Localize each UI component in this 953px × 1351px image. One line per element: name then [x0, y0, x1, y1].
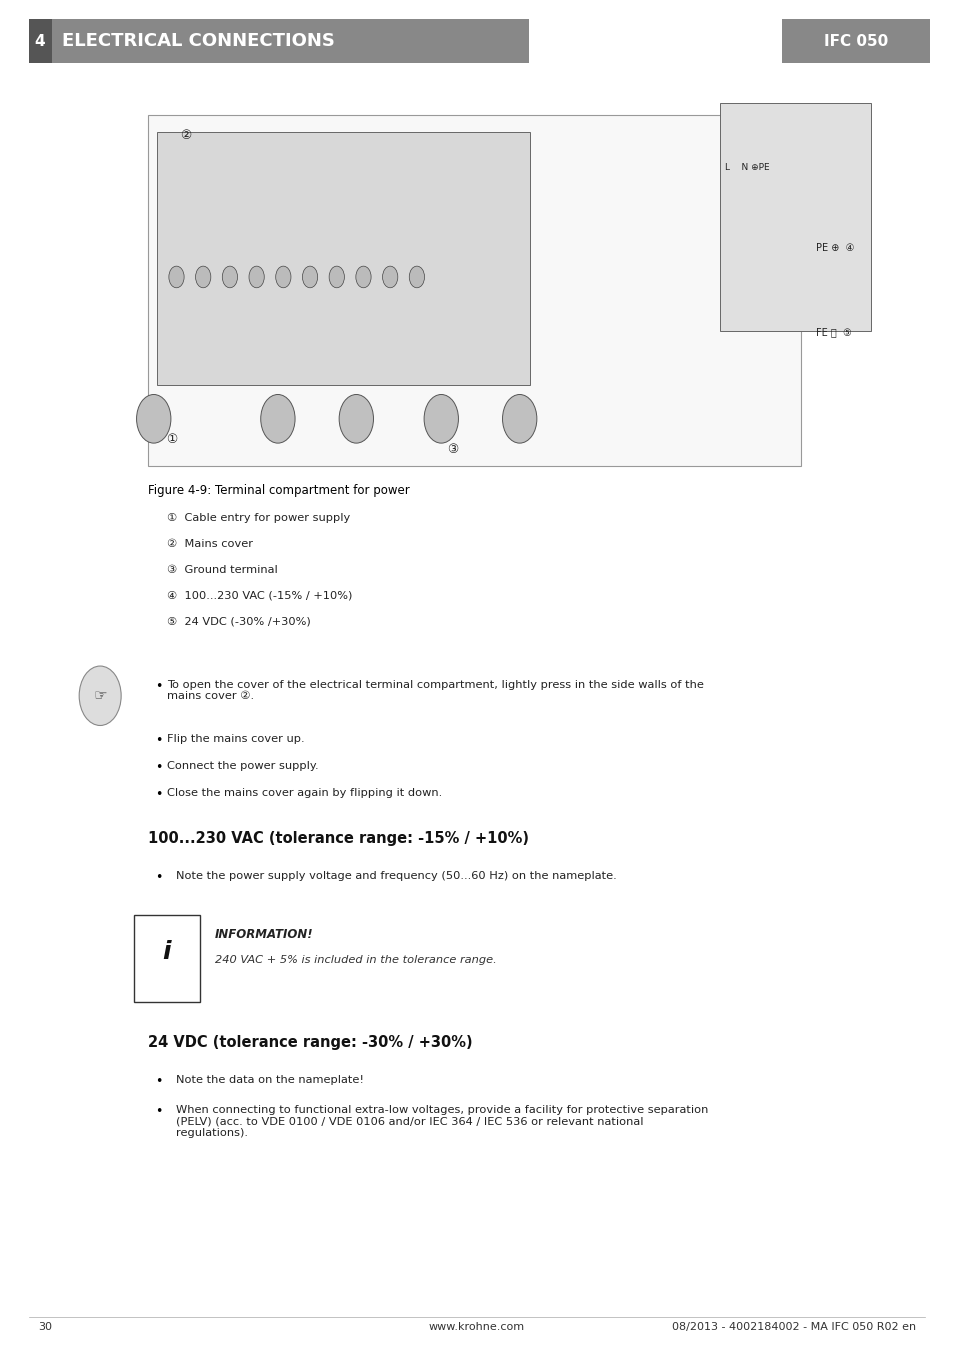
Circle shape [136, 394, 171, 443]
Bar [133, 915, 200, 1002]
Bar [148, 115, 801, 466]
Circle shape [329, 266, 344, 288]
Text: •: • [155, 680, 163, 693]
Text: 240 VAC + 5% is included in the tolerance range.: 240 VAC + 5% is included in the toleranc… [214, 955, 496, 965]
Bar [157, 132, 529, 385]
Text: Figure 4-9: Terminal compartment for power: Figure 4-9: Terminal compartment for pow… [148, 484, 409, 497]
Text: ☞: ☞ [93, 688, 107, 704]
Text: Note the power supply voltage and frequency (50...60 Hz) on the nameplate.: Note the power supply voltage and freque… [176, 871, 617, 881]
Text: ②: ② [180, 128, 192, 142]
Text: •: • [155, 1075, 163, 1089]
Circle shape [502, 394, 537, 443]
Text: 4: 4 [34, 34, 46, 49]
Text: ①  Cable entry for power supply: ① Cable entry for power supply [167, 513, 350, 523]
Text: PE ⊕  ④: PE ⊕ ④ [815, 243, 853, 254]
Circle shape [195, 266, 211, 288]
Circle shape [339, 394, 374, 443]
Text: 30: 30 [38, 1321, 52, 1332]
Circle shape [275, 266, 291, 288]
Text: •: • [155, 734, 163, 747]
Text: •: • [155, 788, 163, 801]
Text: ③: ③ [447, 443, 458, 457]
Text: 100...230 VAC (tolerance range: -15% / +10%): 100...230 VAC (tolerance range: -15% / +… [148, 831, 528, 846]
Text: Flip the mains cover up.: Flip the mains cover up. [167, 734, 304, 743]
Text: i: i [162, 940, 172, 965]
Text: IFC 050: IFC 050 [822, 34, 887, 49]
Circle shape [79, 666, 121, 725]
Text: 24 VDC (tolerance range: -30% / +30%): 24 VDC (tolerance range: -30% / +30%) [148, 1035, 472, 1050]
Text: When connecting to functional extra-low voltages, provide a facility for protect: When connecting to functional extra-low … [176, 1105, 708, 1139]
Text: ⑤  24 VDC (-30% /+30%): ⑤ 24 VDC (-30% /+30%) [167, 616, 311, 626]
Text: •: • [155, 871, 163, 885]
Text: ④  100...230 VAC (-15% / +10%): ④ 100...230 VAC (-15% / +10%) [167, 590, 352, 600]
Circle shape [424, 394, 458, 443]
Bar [52, 19, 529, 63]
Text: 08/2013 - 4002184002 - MA IFC 050 R02 en: 08/2013 - 4002184002 - MA IFC 050 R02 en [671, 1321, 915, 1332]
Circle shape [355, 266, 371, 288]
Text: ①: ① [166, 432, 177, 446]
Text: L    N ⊕PE: L N ⊕PE [724, 163, 769, 172]
Bar [720, 103, 870, 331]
Text: ③  Ground terminal: ③ Ground terminal [167, 565, 277, 574]
Text: INFORMATION!: INFORMATION! [214, 928, 313, 942]
Text: www.krohne.com: www.krohne.com [429, 1321, 524, 1332]
Bar [781, 19, 929, 63]
Text: FE ⏚  ⑤: FE ⏚ ⑤ [815, 327, 850, 338]
Circle shape [409, 266, 424, 288]
Circle shape [222, 266, 237, 288]
Text: •: • [155, 761, 163, 774]
Text: Note the data on the nameplate!: Note the data on the nameplate! [176, 1075, 364, 1085]
Circle shape [260, 394, 294, 443]
Text: ②  Mains cover: ② Mains cover [167, 539, 253, 549]
Text: To open the cover of the electrical terminal compartment, lightly press in the s: To open the cover of the electrical term… [167, 680, 703, 701]
Text: Connect the power supply.: Connect the power supply. [167, 761, 318, 770]
Bar [29, 19, 52, 63]
Circle shape [302, 266, 317, 288]
Text: Close the mains cover again by flipping it down.: Close the mains cover again by flipping … [167, 788, 442, 797]
Text: ELECTRICAL CONNECTIONS: ELECTRICAL CONNECTIONS [62, 32, 335, 50]
Circle shape [249, 266, 264, 288]
Text: •: • [155, 1105, 163, 1119]
Circle shape [169, 266, 184, 288]
Circle shape [382, 266, 397, 288]
